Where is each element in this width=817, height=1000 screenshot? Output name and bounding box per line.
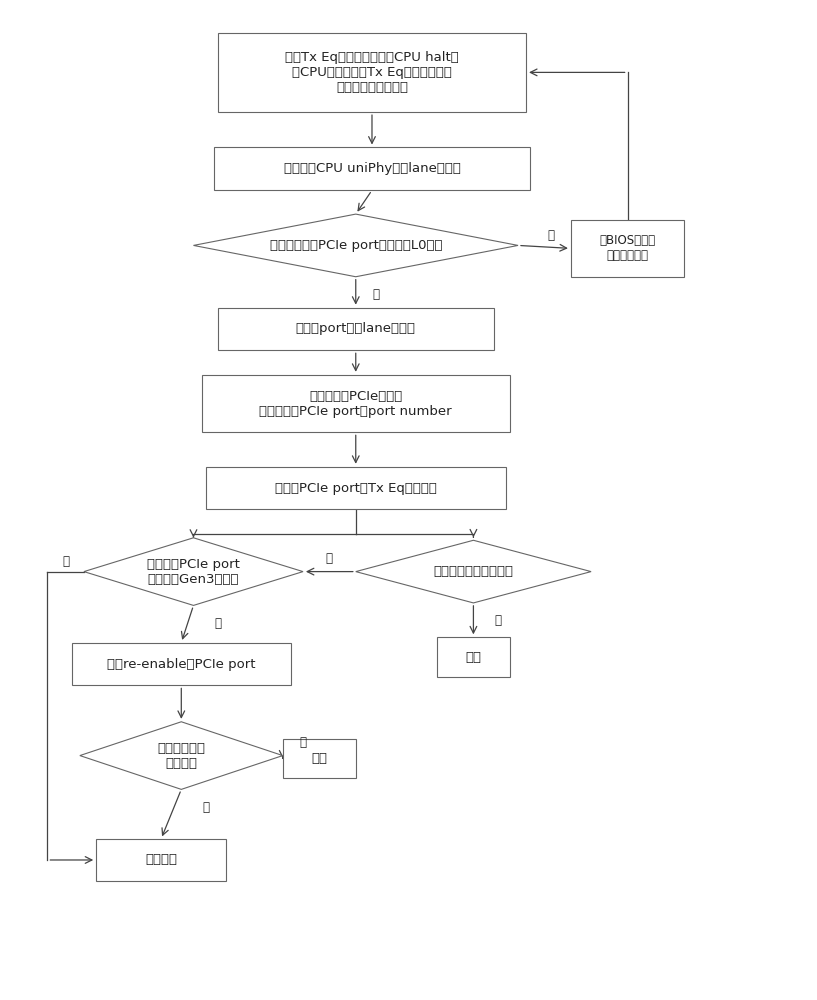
FancyBboxPatch shape xyxy=(437,637,510,677)
Text: 进行Tx Eq调整前，需先将CPU halt，
使CPU只响应修改Tx Eq参数的命令，
不进行其他计算操作: 进行Tx Eq调整前，需先将CPU halt， 使CPU只响应修改Tx Eq参数… xyxy=(285,51,459,94)
Text: 否: 否 xyxy=(214,617,221,630)
FancyBboxPatch shape xyxy=(202,375,510,432)
Text: 重启系统: 重启系统 xyxy=(145,853,177,866)
FancyBboxPatch shape xyxy=(96,839,226,881)
FancyBboxPatch shape xyxy=(72,643,291,685)
Text: 判断参数修改是否有效: 判断参数修改是否有效 xyxy=(433,565,513,578)
Text: 是: 是 xyxy=(63,555,69,568)
Polygon shape xyxy=(84,538,303,605)
Text: 判断当前PCIe port
是否处在Gen3状态下: 判断当前PCIe port 是否处在Gen3状态下 xyxy=(147,558,240,586)
FancyBboxPatch shape xyxy=(218,33,526,112)
Text: 通过re-enable该PCIe port: 通过re-enable该PCIe port xyxy=(107,658,256,671)
Text: 判断参数修改
是否有效: 判断参数修改 是否有效 xyxy=(158,742,205,770)
Text: 否: 否 xyxy=(547,229,554,242)
Text: 是: 是 xyxy=(494,614,502,627)
FancyBboxPatch shape xyxy=(283,739,355,778)
FancyBboxPatch shape xyxy=(214,147,530,190)
Polygon shape xyxy=(80,722,283,789)
Text: 是: 是 xyxy=(373,288,380,301)
Text: 在BIOS中调整
或者重启机台: 在BIOS中调整 或者重启机台 xyxy=(600,234,656,262)
Text: 否: 否 xyxy=(326,552,333,565)
Text: 结束: 结束 xyxy=(466,651,481,664)
Text: 否: 否 xyxy=(202,801,209,814)
Polygon shape xyxy=(355,540,591,603)
Text: 确认该port所有lane的状态: 确认该port所有lane的状态 xyxy=(296,322,416,335)
Text: 对相应PCIe port的Tx Eq进行调整: 对相应PCIe port的Tx Eq进行调整 xyxy=(275,482,437,495)
Text: 判断待调整的PCIe port是否处在L0状态: 判断待调整的PCIe port是否处在L0状态 xyxy=(270,239,442,252)
Text: 确认当前CPU uniPhy所有lane的状态: 确认当前CPU uniPhy所有lane的状态 xyxy=(283,162,461,175)
Text: 确认当前的PCIe拓扑，
确认待调整PCIe port的port number: 确认当前的PCIe拓扑， 确认待调整PCIe port的port number xyxy=(260,390,452,418)
Text: 是: 是 xyxy=(300,736,306,749)
FancyBboxPatch shape xyxy=(218,308,493,350)
Text: 结束: 结束 xyxy=(311,752,328,765)
Polygon shape xyxy=(194,214,518,277)
FancyBboxPatch shape xyxy=(206,467,506,509)
FancyBboxPatch shape xyxy=(571,220,685,277)
